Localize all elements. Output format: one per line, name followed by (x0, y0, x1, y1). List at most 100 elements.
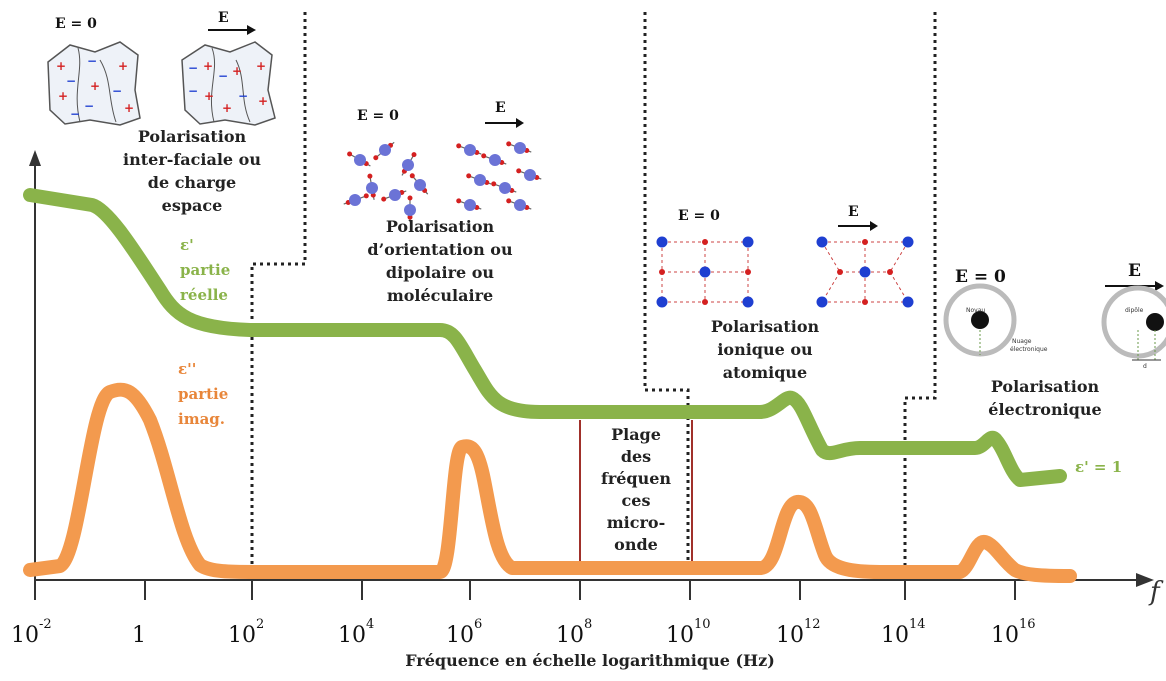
c: + (90, 79, 100, 93)
interfacial-line-1: Polarisation (138, 127, 247, 146)
orientation-field-arrowhead (516, 118, 524, 128)
molecule-charge (363, 193, 369, 199)
molecule-charge (506, 198, 512, 204)
c: + (124, 101, 134, 115)
ion-positive (656, 296, 668, 308)
x-tick-base: 10 (776, 623, 804, 648)
ionic-illustration: E = 0 E Polarisation ionique ou atomique (656, 204, 914, 382)
orientation-caption: Polarisation d’orientation ou dipolaire … (367, 217, 513, 305)
molecule (401, 152, 417, 176)
molecule-core (354, 154, 366, 166)
x-tick-base: 10 (991, 623, 1019, 648)
x-tick-label: 10 4 (338, 617, 374, 648)
c: − (70, 107, 80, 121)
x-tick-base: 10 (556, 623, 584, 648)
molecule-core (514, 142, 526, 154)
molecule-charge (407, 195, 413, 201)
x-tick-exponent: 2 (256, 617, 264, 632)
molecule-charge (381, 196, 387, 202)
ion-negative (862, 299, 868, 305)
ion-positive (656, 236, 668, 248)
dipole-d-label: d (1143, 363, 1147, 370)
imag-part-symbol: ε'' (178, 360, 196, 378)
nucleus-shifted (1146, 313, 1164, 331)
region-boundaries (250, 12, 937, 578)
orientation-illustration: E = 0 E Polarisation d’orientation ou di… (343, 100, 542, 305)
molecule-core (499, 182, 511, 194)
molecule-charge (347, 151, 353, 157)
molecule-charge (466, 173, 472, 179)
molecule-charge (409, 173, 415, 179)
c: + (58, 89, 68, 103)
eps-one-label: ε' = 1 (1075, 458, 1122, 476)
c: − (188, 61, 198, 75)
x-tick-exponent: 10 (694, 617, 711, 632)
c: − (87, 54, 97, 68)
grain-charges-2: −− ++ − + −+ ++ (188, 59, 268, 115)
imaginary-part-curve (23, 382, 1077, 583)
nucleus-rest (971, 311, 989, 329)
ion-negative (887, 269, 893, 275)
molecules-aligned (456, 141, 542, 211)
ion-positive (742, 296, 754, 308)
c: − (84, 99, 94, 113)
x-axis-title: Fréquence en échelle logarithmique (Hz) (405, 651, 775, 670)
c: − (66, 74, 76, 88)
x-tick-exponent: 16 (1019, 617, 1036, 632)
molecule-charge (506, 141, 512, 147)
ion-positive (699, 266, 711, 278)
c: + (232, 64, 242, 78)
cloud-label-2: électronique (1010, 346, 1048, 353)
ionic-e-zero: E = 0 (678, 208, 720, 224)
ion-positive (742, 236, 754, 248)
molecule-charge (367, 173, 373, 179)
microwave-line-6: onde (614, 535, 658, 554)
orientation-e-zero: E = 0 (357, 108, 399, 124)
molecule-core (464, 144, 476, 156)
real-part-word-1: partie (180, 261, 230, 279)
grains-polarized (181, 41, 276, 126)
ionic-caption: Polarisation ionique ou atomique (711, 317, 820, 382)
interfacial-line-3: de charge (148, 173, 236, 192)
orientation-line-1: Polarisation (386, 217, 495, 236)
electronic-e-field: E (1128, 261, 1141, 281)
interfacial-caption: Polarisation inter-faciale ou de charge … (123, 127, 261, 215)
real-part-word-2: réelle (180, 286, 228, 304)
cloud-label-1: Nuage (1012, 338, 1032, 345)
molecule-charge (407, 214, 413, 220)
ionic-field-arrowhead (870, 221, 878, 231)
c: + (118, 59, 128, 73)
ion-negative (702, 239, 708, 245)
molecule-core (402, 159, 414, 171)
grain-boundary-1 (76, 47, 117, 123)
c: + (258, 94, 268, 108)
c: + (222, 101, 232, 115)
real-part-curve (23, 188, 1067, 487)
orientation-e-field: E (495, 100, 506, 116)
imag-part-label: ε'' partie imag. (178, 360, 228, 428)
molecule (456, 198, 482, 211)
y-axis-arrow (29, 150, 41, 166)
molecule (343, 193, 369, 206)
ion-negative (862, 239, 868, 245)
real-part-symbol: ε' (180, 236, 194, 254)
molecule (491, 181, 517, 194)
molecule-core (404, 204, 416, 216)
electronic-illustration: E = 0 E Noyau Nuage électronique dipôle … (943, 261, 1166, 419)
ion-negative (702, 299, 708, 305)
molecule-core (366, 182, 378, 194)
ion-positive (902, 236, 914, 248)
molecule-charge (411, 152, 417, 158)
dipole-label: dipôle (1125, 307, 1144, 314)
interfacial-line-4: espace (162, 196, 223, 215)
microwave-line-5: micro- (607, 513, 666, 532)
molecule-core (464, 199, 476, 211)
interfacial-e-zero: E = 0 (55, 16, 97, 32)
electronic-e-zero: E = 0 (955, 267, 1006, 287)
x-tick-label: 10 -2 (11, 617, 52, 648)
x-tick-base: 10 (338, 623, 366, 648)
c: + (256, 59, 266, 73)
x-tick-exponent: 4 (366, 617, 374, 632)
x-tick-label: 10 2 (228, 617, 264, 648)
